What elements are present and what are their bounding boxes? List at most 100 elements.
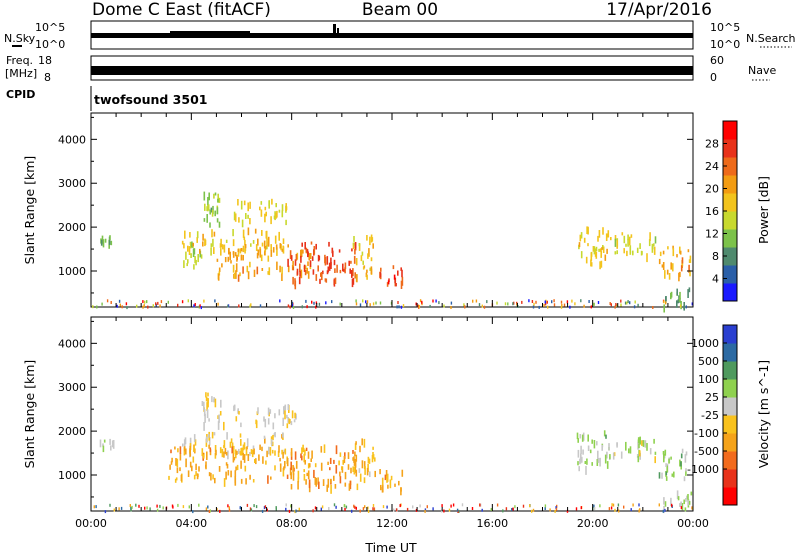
power-region-9-cell xyxy=(599,248,602,252)
velocity-region-2-cell xyxy=(255,420,258,429)
velocity-region-4-cell xyxy=(301,447,303,454)
velocity-region-4-cell xyxy=(246,446,248,450)
power-region-7-cell xyxy=(366,235,368,241)
velocity-region-3-cell xyxy=(211,431,214,439)
power-ground-scatter-cell xyxy=(432,299,434,303)
power-region-6-cell xyxy=(294,278,296,287)
power-ground-scatter-cell xyxy=(181,300,184,304)
power-ground-scatter-cell xyxy=(553,303,556,307)
velocity-ground-scatter-cell xyxy=(113,508,115,512)
power-ground-scatter-cell xyxy=(325,301,327,305)
velocity-region-3-cell xyxy=(205,436,208,443)
velocity-ground-scatter-cell xyxy=(658,503,660,507)
velocity-ground-scatter-cell xyxy=(95,505,97,509)
velocity-region-8-cell xyxy=(587,434,589,442)
power-ground-scatter-cell xyxy=(355,299,357,303)
velocity-ground-scatter-cell xyxy=(351,509,353,513)
velocity-region-6-cell xyxy=(366,467,369,476)
power-ground-scatter-cell xyxy=(375,301,377,305)
power-region-5-cell xyxy=(287,244,289,248)
velocity-ground-scatter-cell xyxy=(362,507,365,511)
power-scatter-regions xyxy=(92,191,693,313)
velocity-ground-scatter-cell xyxy=(156,504,158,508)
power-region-5-cell xyxy=(305,247,308,253)
power-region-2-cell xyxy=(207,204,210,211)
power-region-11-cell xyxy=(681,263,684,267)
power-ground-scatter-cell xyxy=(574,302,576,306)
velocity-region-1-cell xyxy=(203,409,206,417)
power-region-3-cell xyxy=(238,217,240,223)
power-region-12-cell xyxy=(670,291,673,298)
power-ground-scatter-cell xyxy=(193,304,195,308)
velocity-region-10-cell xyxy=(662,451,665,455)
velocity-region-3-cell xyxy=(271,441,274,447)
power-region-9-cell xyxy=(598,248,600,252)
velocity-ground-scatter-cell xyxy=(505,507,508,511)
power-ground-scatter-cell xyxy=(417,304,419,308)
power-ground-scatter-cell xyxy=(250,303,252,307)
power-region-6-cell xyxy=(353,255,356,264)
velocity-region-7-cell xyxy=(390,475,393,481)
power-region-11-cell xyxy=(659,251,662,257)
velocity-colorbar-segment xyxy=(723,325,737,344)
velocity-region-4-cell xyxy=(193,474,196,480)
velocity-colorbar-tick-label: -100 xyxy=(694,427,719,440)
velocity-region-1-cell xyxy=(206,402,208,411)
velocity-ground-scatter-cell xyxy=(440,509,443,513)
velocity-region-9-cell xyxy=(639,450,641,457)
power-region-11-cell xyxy=(679,246,681,254)
power-ground-scatter-cell xyxy=(159,304,161,308)
velocity-region-3-cell xyxy=(263,435,266,439)
velocity-region-5-cell xyxy=(303,474,306,481)
power-region-2-cell xyxy=(206,206,208,212)
power-region-6-cell xyxy=(303,264,306,272)
velocity-region-4-cell xyxy=(208,472,211,477)
power-region-6-cell xyxy=(306,249,309,253)
power-ground-scatter-cell xyxy=(475,299,478,303)
velocity-region-4-cell xyxy=(307,470,310,480)
power-colorbar: 4 8 12 16 20 24 28 xyxy=(705,120,738,302)
power-region-4-cell xyxy=(196,237,198,243)
power-region-7-cell xyxy=(370,257,373,262)
velocity-region-4-cell xyxy=(212,474,214,480)
power-region-5-cell xyxy=(242,266,244,274)
power-region-5-cell xyxy=(242,255,244,261)
velocity-region-4-cell xyxy=(304,449,306,456)
velocity-region-1-cell xyxy=(201,401,204,406)
power-region-12-cell xyxy=(677,299,680,304)
velocity-region-5-cell xyxy=(292,465,294,473)
power-region-7-cell xyxy=(361,251,364,256)
velocity-region-2-cell xyxy=(240,422,242,428)
power-region-0-cell xyxy=(100,239,103,246)
power-region-4-cell xyxy=(181,240,184,245)
velocity-region-4-cell xyxy=(202,454,205,459)
velocity-region-2-cell xyxy=(287,404,290,411)
cpid-label: CPID xyxy=(6,88,35,101)
velocity-region-4-cell xyxy=(284,448,287,455)
velocity-region-5-cell xyxy=(290,472,292,480)
velocity-region-4-cell xyxy=(177,448,179,453)
frequency-trace xyxy=(91,66,693,75)
power-region-4-cell xyxy=(204,239,207,245)
power-region-6-cell xyxy=(352,268,354,277)
power-region-6-cell xyxy=(342,268,345,272)
velocity-region-3-cell xyxy=(251,449,254,458)
power-region-6-cell xyxy=(330,262,332,269)
power-region-7-cell xyxy=(366,274,368,280)
velocity-ground-scatter-cell xyxy=(496,503,499,507)
velocity-region-4-cell xyxy=(283,466,285,471)
power-region-4-cell xyxy=(266,238,268,247)
power-region-6-cell xyxy=(328,262,331,271)
velocity-region-3-cell xyxy=(230,438,233,444)
power-region-7-cell xyxy=(368,248,370,257)
velocity-ground-scatter-cell xyxy=(228,508,231,512)
power-region-6-cell xyxy=(333,259,336,266)
velocity-ground-scatter-cell xyxy=(345,505,348,509)
velocity-region-4-cell xyxy=(189,461,192,468)
power-region-7-cell xyxy=(352,242,355,246)
power-region-2-cell xyxy=(217,198,219,203)
velocity-ground-scatter-cell xyxy=(599,504,601,508)
power-ground-scatter-cell xyxy=(486,300,488,304)
power-region-4-cell xyxy=(266,244,268,250)
velocity-ground-scatter-cell xyxy=(531,509,533,513)
